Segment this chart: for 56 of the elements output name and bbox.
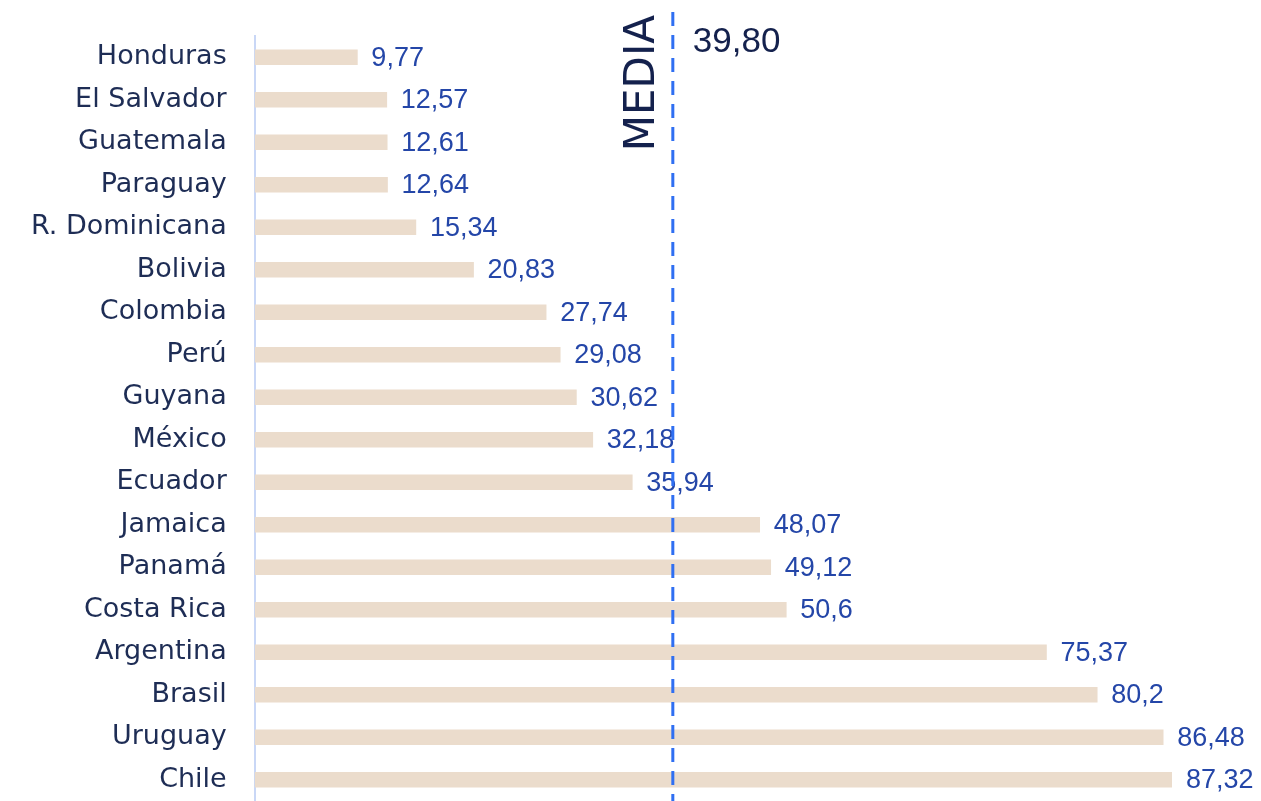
data-label: 29,08 xyxy=(574,339,642,370)
data-label: 48,07 xyxy=(773,509,842,540)
data-label: 87,32 xyxy=(1186,764,1254,795)
data-label: 20,83 xyxy=(487,254,556,285)
data-label: 12,57 xyxy=(400,84,469,115)
data-label: 80,2 xyxy=(1111,679,1164,710)
y-tick-label: Argentina xyxy=(95,634,227,666)
data-label: 30,62 xyxy=(590,381,658,412)
data-label: 49,12 xyxy=(784,551,853,582)
bar xyxy=(254,729,1164,746)
bar xyxy=(254,474,633,491)
y-tick-label: R. Dominicana xyxy=(30,209,227,241)
data-label: 75,37 xyxy=(1060,636,1129,667)
bar xyxy=(254,516,761,533)
y-tick-label: Ecuador xyxy=(116,464,228,496)
data-label: 50,6 xyxy=(800,594,853,625)
annotation: 39,80 xyxy=(692,20,781,59)
y-tick-label: Bolivia xyxy=(136,251,227,283)
data-label: 27,74 xyxy=(560,296,628,327)
data-label: 9,77 xyxy=(371,41,424,72)
data-label: 15,34 xyxy=(429,211,498,242)
y-tick-label: Brasil xyxy=(151,676,227,708)
y-tick-label: Guyana xyxy=(122,379,227,411)
data-label: 86,48 xyxy=(1177,721,1245,752)
bar xyxy=(254,346,561,363)
y-tick-label: Colombia xyxy=(99,294,227,326)
y-tick-label: Jamaica xyxy=(118,506,227,538)
bar xyxy=(254,601,787,618)
y-tick-label: Costa Rica xyxy=(83,591,227,623)
data-label: 12,64 xyxy=(401,169,470,200)
bar xyxy=(254,304,547,321)
y-tick-label: Paraguay xyxy=(100,166,227,198)
y-tick-label: Panamá xyxy=(118,549,227,581)
bar xyxy=(254,219,417,236)
bar xyxy=(254,261,474,278)
data-label: 12,61 xyxy=(401,126,469,157)
bar xyxy=(254,644,1047,661)
bar xyxy=(254,771,1172,788)
bar xyxy=(254,686,1098,703)
bar xyxy=(254,91,388,108)
y-tick-label: México xyxy=(132,421,227,453)
data-label: 32,18 xyxy=(606,424,675,455)
bar xyxy=(254,431,594,448)
y-tick-label: El Salvador xyxy=(75,81,228,113)
y-tick-label: Guatemala xyxy=(78,124,227,156)
y-tick-label: Honduras xyxy=(96,39,227,71)
y-tick-label: Perú xyxy=(166,336,227,368)
bar xyxy=(254,559,772,576)
ref-line-label: MEDIA xyxy=(614,14,664,152)
bar xyxy=(254,389,577,406)
bar xyxy=(254,176,388,193)
data-label: 35,94 xyxy=(646,466,714,497)
y-tick-label: Chile xyxy=(159,761,227,793)
bar xyxy=(254,49,358,66)
bar xyxy=(254,134,388,151)
y-tick-label: Uruguay xyxy=(111,719,227,751)
